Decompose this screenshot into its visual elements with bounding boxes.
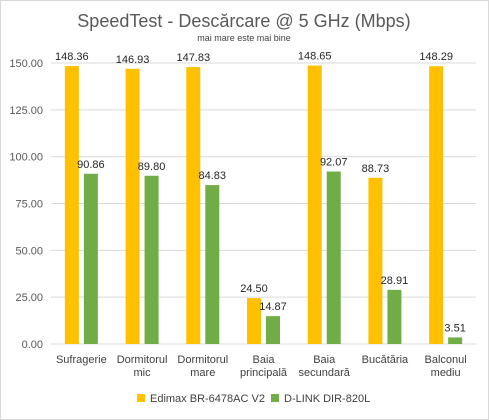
bar (64, 66, 79, 344)
y-tick-label: 0.00 (22, 339, 43, 351)
category-label: Sufragerie (56, 354, 107, 366)
chart-title: SpeedTest - Descărcare @ 5 GHz (Mbps) (77, 11, 410, 31)
data-label: 148.65 (298, 51, 332, 63)
bar (125, 68, 140, 345)
category-label: Baia (252, 354, 275, 366)
y-tick-label: 75.00 (15, 199, 43, 211)
legend-entry: D-LINK DIR-820L (284, 393, 370, 405)
bar (144, 175, 159, 344)
data-label: 88.73 (362, 163, 390, 175)
bar (429, 66, 444, 344)
category-label: Balconul (425, 354, 467, 366)
bar (387, 289, 402, 344)
y-tick-label: 125.00 (9, 105, 43, 117)
bar (266, 316, 280, 344)
data-label: 148.29 (419, 51, 453, 63)
y-tick-label: 150.00 (9, 58, 43, 70)
data-label: 147.83 (176, 52, 210, 64)
y-tick-label: 25.00 (15, 292, 43, 304)
data-labels: 148.36 90.86 146.93 89.80 147.83 84.83 24.50 14… (55, 51, 466, 335)
legend-entry: Edimax BR-6478AC V2 (150, 393, 265, 405)
bars (64, 65, 463, 345)
bar (326, 171, 341, 344)
data-label: 92.07 (320, 157, 348, 169)
category-label: secundară (299, 367, 351, 379)
x-axis: Sufragerie DormitorulmicDormitorulmareBai… (56, 354, 467, 379)
category-label: Baia (313, 354, 336, 366)
legend: Edimax BR-6478AC V2 D-LINK DIR-820L (137, 393, 370, 405)
legend-swatch (137, 394, 145, 402)
data-label: 3.51 (444, 322, 465, 334)
category-label: mediu (431, 367, 461, 379)
category-label: Dormitorul (117, 354, 168, 366)
bar (205, 185, 220, 344)
y-axis: 0.00 25.00 50.00 75.00 100.00 125.00 150.00 (9, 58, 43, 351)
data-label: 84.83 (199, 170, 227, 182)
category-label: Dormitorul (177, 354, 228, 366)
data-label: 24.50 (240, 283, 268, 295)
category-label: mic (134, 367, 152, 379)
chart-subtitle: mai mare este mai bine (197, 33, 291, 43)
data-label: 28.91 (381, 275, 409, 287)
bar (368, 177, 383, 344)
bar (247, 298, 261, 344)
bar (186, 67, 201, 345)
y-tick-label: 100.00 (9, 152, 43, 164)
data-label: 90.86 (77, 159, 105, 171)
y-tick-label: 50.00 (15, 245, 43, 257)
category-label: principală (240, 367, 288, 379)
bar (307, 65, 322, 345)
bar (83, 173, 98, 344)
gridlines (51, 62, 476, 345)
bar (448, 337, 463, 344)
legend-swatch (271, 394, 279, 402)
category-label: mare (190, 367, 215, 379)
data-label: 89.80 (138, 161, 166, 173)
data-label: 146.93 (116, 54, 150, 66)
category-label: Bucătăria (362, 354, 409, 366)
data-label: 14.87 (259, 301, 287, 313)
data-label: 148.36 (55, 51, 89, 63)
